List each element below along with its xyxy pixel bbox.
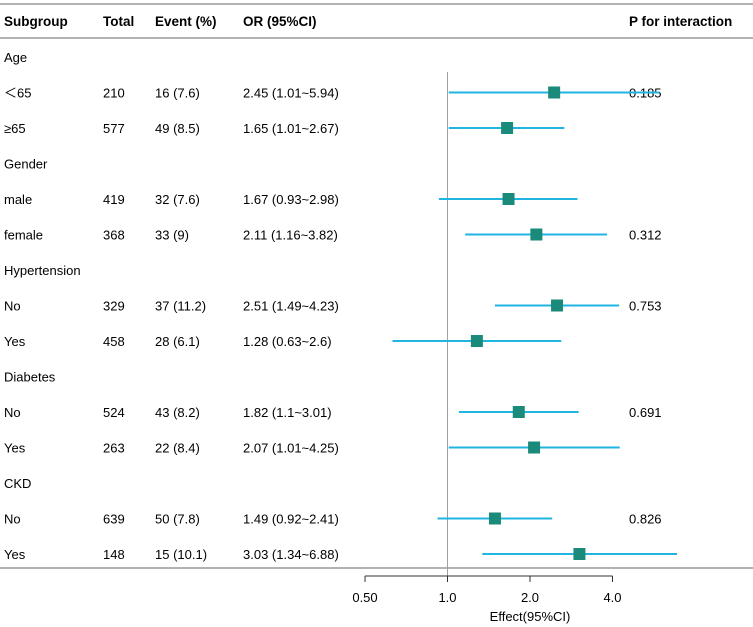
group-label: Age bbox=[4, 50, 27, 65]
subgroup-label: No bbox=[4, 299, 21, 314]
total-cell: 148 bbox=[103, 547, 125, 562]
subgroup-label: male bbox=[4, 192, 32, 207]
subgroup-label: female bbox=[4, 228, 43, 243]
or-marker bbox=[530, 228, 543, 241]
header-subgroup: Subgroup bbox=[4, 14, 68, 29]
event-cell: 16 (7.6) bbox=[155, 86, 200, 101]
event-cell: 33 (9) bbox=[155, 228, 189, 243]
or-cell: 2.45 (1.01~5.94) bbox=[243, 86, 339, 101]
total-cell: 368 bbox=[103, 228, 125, 243]
event-cell: 32 (7.6) bbox=[155, 192, 200, 207]
header-total: Total bbox=[103, 14, 134, 29]
or-cell: 2.51 (1.49~4.23) bbox=[243, 299, 339, 314]
table-rows: Age＜65 210 16 (7.6) 2.45 (1.01~5.94) 0.185≥6… bbox=[4, 50, 662, 562]
group-label: Hypertension bbox=[4, 263, 81, 278]
x-tick-label: 2.0 bbox=[521, 590, 539, 605]
total-cell: 329 bbox=[103, 299, 125, 314]
event-cell: 37 (11.2) bbox=[155, 299, 206, 314]
total-cell: 210 bbox=[103, 86, 125, 101]
x-tick-label: 1.0 bbox=[438, 590, 456, 605]
group-label: Diabetes bbox=[4, 370, 56, 385]
p-interaction-cell: 0.691 bbox=[629, 405, 662, 420]
or-cell: 2.11 (1.16~3.82) bbox=[243, 228, 338, 243]
total-cell: 524 bbox=[103, 405, 125, 420]
event-cell: 49 (8.5) bbox=[155, 121, 200, 136]
p-interaction-cell: 0.826 bbox=[629, 512, 662, 527]
subgroup-label: No bbox=[4, 405, 21, 420]
or-cell: 2.07 (1.01~4.25) bbox=[243, 441, 339, 456]
event-cell: 43 (8.2) bbox=[155, 405, 200, 420]
or-marker bbox=[488, 512, 501, 525]
header-event: Event (%) bbox=[155, 14, 217, 29]
or-cell: 1.82 (1.1~3.01) bbox=[243, 405, 332, 420]
subgroup-label: ＜65 bbox=[4, 86, 31, 101]
or-marker bbox=[502, 193, 515, 205]
total-cell: 263 bbox=[103, 441, 125, 456]
x-axis: 0.50 1.0 2.0 4.0 Effect(95%CI) bbox=[352, 575, 622, 624]
event-cell: 22 (8.4) bbox=[155, 441, 200, 456]
total-cell: 577 bbox=[103, 121, 125, 136]
subgroup-label: Yes bbox=[4, 334, 26, 349]
group-label: CKD bbox=[4, 476, 31, 491]
header-or: OR (95%CI) bbox=[243, 14, 317, 29]
x-axis-label: Effect(95%CI) bbox=[490, 609, 571, 624]
or-cell: 1.49 (0.92~2.41) bbox=[243, 512, 339, 527]
subgroup-label: Yes bbox=[4, 547, 26, 562]
event-cell: 28 (6.1) bbox=[155, 334, 200, 349]
or-marker bbox=[548, 86, 561, 99]
or-marker bbox=[551, 299, 564, 312]
event-cell: 15 (10.1) bbox=[155, 547, 207, 562]
or-marker bbox=[501, 122, 514, 134]
or-cell: 1.65 (1.01~2.67) bbox=[243, 121, 339, 136]
total-cell: 458 bbox=[103, 334, 125, 349]
or-marker bbox=[512, 406, 525, 418]
plot-area bbox=[392, 72, 678, 576]
or-cell: 3.03 (1.34~6.88) bbox=[243, 547, 339, 562]
total-cell: 639 bbox=[103, 512, 125, 527]
event-cell: 50 (7.8) bbox=[155, 512, 200, 527]
x-tick-label: 0.50 bbox=[352, 590, 377, 605]
or-marker bbox=[528, 441, 541, 454]
or-cell: 1.28 (0.63~2.6) bbox=[243, 334, 332, 349]
header-p: P for interaction bbox=[629, 14, 732, 29]
subgroup-label: No bbox=[4, 512, 21, 527]
or-marker bbox=[573, 548, 586, 560]
subgroup-label: ≥65 bbox=[4, 121, 26, 136]
or-cell: 1.67 (0.93~2.98) bbox=[243, 192, 339, 207]
group-label: Gender bbox=[4, 157, 48, 172]
p-interaction-cell: 0.312 bbox=[629, 228, 662, 243]
p-interaction-cell: 0.753 bbox=[629, 299, 662, 314]
total-cell: 419 bbox=[103, 192, 125, 207]
subgroup-label: Yes bbox=[4, 441, 26, 456]
or-marker bbox=[470, 335, 483, 347]
x-tick-label: 4.0 bbox=[603, 590, 621, 605]
